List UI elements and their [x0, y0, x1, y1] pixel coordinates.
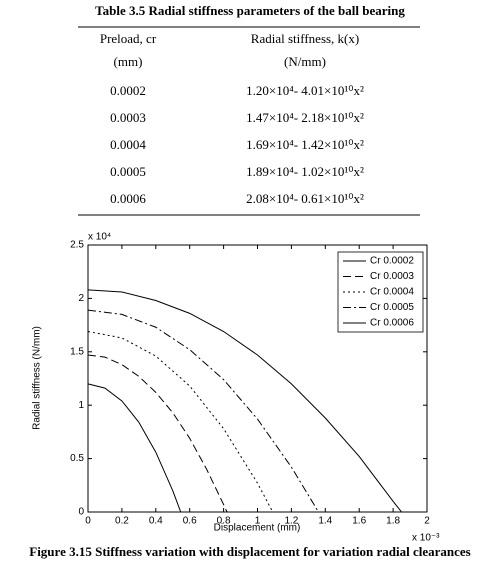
series-line	[87, 383, 182, 513]
table-cell: 0.0003	[110, 110, 146, 125]
x-tick-label: 0.2	[115, 516, 129, 527]
series-line	[87, 354, 228, 513]
series-line	[87, 309, 319, 513]
table-header-cell: Preload, cr	[100, 31, 157, 46]
table-cell: 1.47×10⁴- 2.18×10¹⁰x²	[246, 110, 364, 125]
x-tick-label: 1	[255, 516, 261, 527]
y-tick-label: 0	[78, 507, 84, 518]
x-tick-label: 2	[424, 516, 430, 527]
y-axis-label: Radial stiffness (N/mm)	[32, 326, 43, 430]
table-title: Table 3.5 Radial stiffness parameters of…	[95, 3, 405, 18]
legend-box	[337, 251, 424, 333]
table-cell: 2.08×10⁴- 0.61×10¹⁰x²	[246, 191, 364, 206]
table-cell: 0.0004	[110, 137, 146, 152]
y-tick-label: 2.5	[70, 240, 84, 251]
legend-label: Cr 0.0005	[370, 302, 414, 313]
x-multiplier: x 10⁻³	[412, 533, 440, 544]
legend-label: Cr 0.0003	[370, 271, 414, 282]
x-tick-label: 1.4	[318, 516, 332, 527]
table-header-cell: Radial stiffness, k(x)	[251, 31, 359, 46]
table-header-cell: (mm)	[114, 54, 143, 69]
x-tick-label: 1.6	[352, 516, 366, 527]
y-tick-label: 0.5	[70, 453, 84, 464]
table-cell: 1.20×10⁴- 4.01×10¹⁰x²	[246, 83, 364, 98]
y-tick-label: 2	[78, 293, 84, 304]
table-cell: 0.0002	[110, 83, 146, 98]
series-line	[87, 331, 274, 513]
table-cell: 1.89×10⁴- 1.02×10¹⁰x²	[246, 164, 364, 179]
series-line	[87, 289, 402, 513]
y-tick-label: 1.5	[70, 346, 84, 357]
table-cell: 0.0005	[110, 164, 146, 179]
table-cell: 0.0006	[110, 191, 146, 206]
x-tick-label: 1.8	[386, 516, 400, 527]
legend-label: Cr 0.0002	[370, 256, 414, 267]
x-tick-label: 0.8	[217, 516, 231, 527]
legend-label: Cr 0.0006	[370, 318, 414, 329]
x-tick-label: 0.4	[149, 516, 163, 527]
y-tick-label: 1	[78, 400, 84, 411]
x-tick-label: 1.2	[284, 516, 298, 527]
table-cell: 1.69×10⁴- 1.42×10¹⁰x²	[246, 137, 364, 152]
y-multiplier: x 10⁴	[88, 232, 111, 243]
figure-caption: Figure 3.15 Stiffness variation with dis…	[29, 544, 470, 559]
x-tick-label: 0.6	[183, 516, 197, 527]
x-axis-label: Displacement (mm)	[214, 523, 301, 534]
table-header-cell: (N/mm)	[284, 54, 326, 69]
legend-label: Cr 0.0004	[370, 287, 414, 298]
x-tick-label: 0	[85, 516, 91, 527]
